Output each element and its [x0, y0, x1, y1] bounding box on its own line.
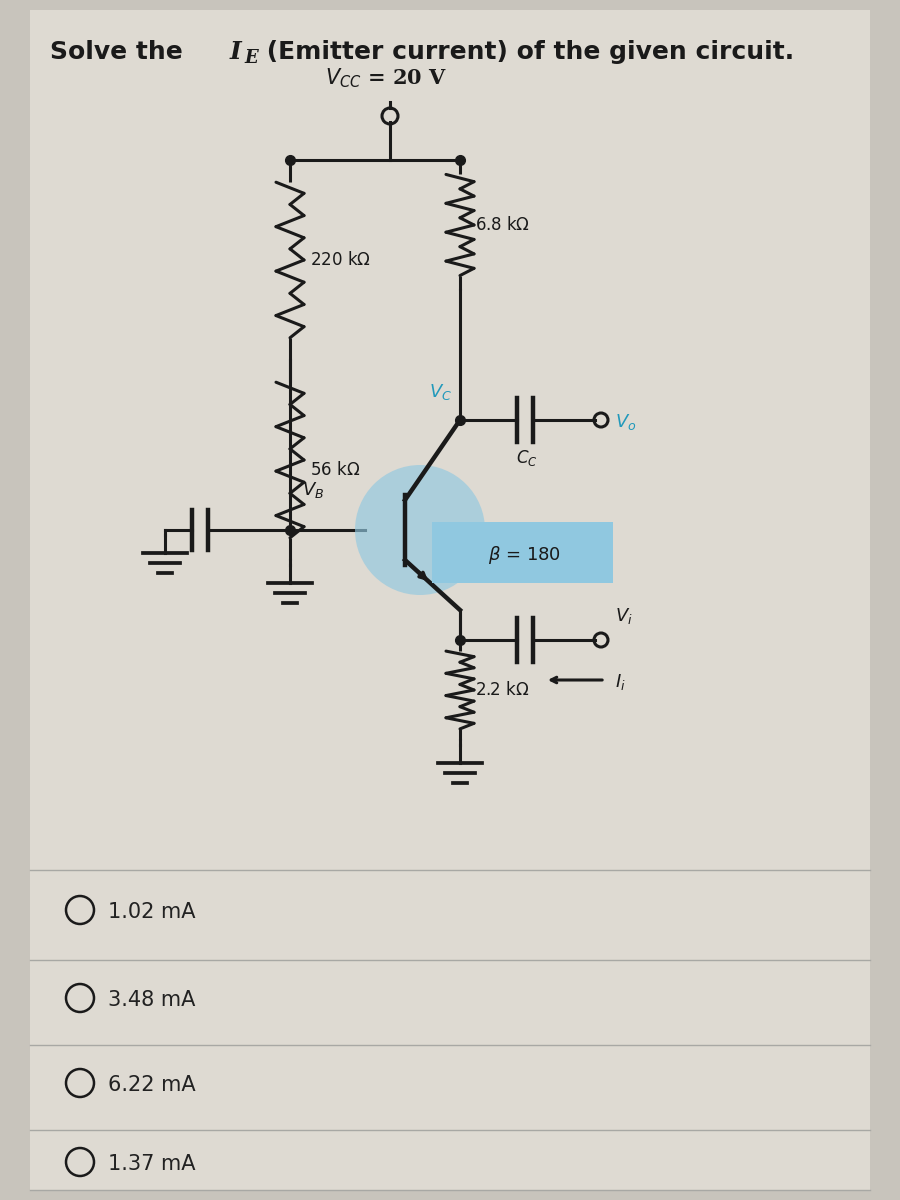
Text: $I_i$: $I_i$: [615, 672, 626, 692]
Text: 6.22 mA: 6.22 mA: [108, 1075, 195, 1094]
Text: Solve the: Solve the: [50, 40, 192, 64]
Text: $\beta$ = 180: $\beta$ = 180: [489, 544, 562, 566]
FancyBboxPatch shape: [30, 10, 870, 1190]
Text: $V_{CC}$ = 20 V: $V_{CC}$ = 20 V: [325, 66, 447, 90]
FancyBboxPatch shape: [432, 522, 613, 583]
Text: $V_o$: $V_o$: [615, 412, 636, 432]
Text: $V_C$: $V_C$: [429, 382, 452, 402]
Text: 3.48 mA: 3.48 mA: [108, 990, 195, 1010]
Text: 6.8 k$\Omega$: 6.8 k$\Omega$: [475, 216, 530, 234]
Text: 220 k$\Omega$: 220 k$\Omega$: [310, 251, 371, 269]
Circle shape: [355, 464, 485, 595]
Text: 2.2 k$\Omega$: 2.2 k$\Omega$: [475, 680, 529, 698]
Text: 56 k$\Omega$: 56 k$\Omega$: [310, 461, 360, 479]
Text: $V_B$: $V_B$: [302, 480, 324, 500]
Text: 1.37 mA: 1.37 mA: [108, 1154, 195, 1174]
Text: (Emitter current) of the given circuit.: (Emitter current) of the given circuit.: [258, 40, 794, 64]
Text: $V_i$: $V_i$: [615, 606, 633, 626]
Text: 1.02 mA: 1.02 mA: [108, 902, 195, 922]
Text: I: I: [230, 40, 242, 64]
Text: $C_C$: $C_C$: [517, 448, 538, 468]
Text: E: E: [244, 49, 257, 67]
